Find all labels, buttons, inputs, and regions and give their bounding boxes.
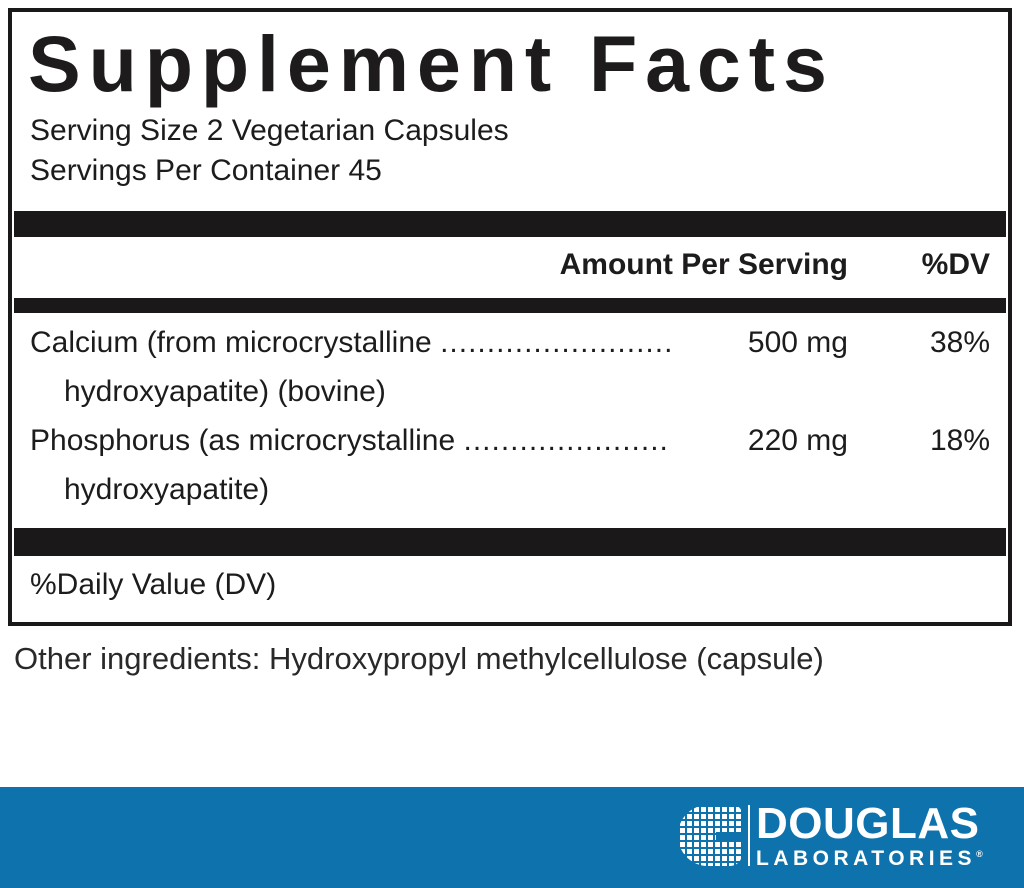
nutrient-name-continuation: hydroxyapatite) bbox=[64, 473, 270, 506]
nutrient-name: Phosphorus (as microcrystalline ........… bbox=[30, 424, 669, 457]
table-header-row: Amount Per Serving %DV bbox=[12, 248, 1008, 282]
table-row: Calcium (from microcrystalline .........… bbox=[12, 326, 1008, 360]
divider-bar-under-header bbox=[14, 298, 1006, 313]
nutrient-name: Calcium (from microcrystalline .........… bbox=[30, 326, 674, 359]
divider-bar-thick-bottom bbox=[14, 528, 1006, 556]
daily-value-footnote: %Daily Value (DV) bbox=[30, 568, 277, 601]
divider-bar-thick-top bbox=[14, 211, 1006, 237]
dot-leader: ...................... bbox=[463, 424, 669, 457]
logo-separator-line bbox=[748, 805, 750, 866]
serving-size-text: Serving Size 2 Vegetarian Capsules bbox=[30, 114, 509, 147]
douglas-laboratories-logo: DOUGLAS LABORATORIES® bbox=[678, 799, 983, 870]
nutrient-name-continuation: hydroxyapatite) (bovine) bbox=[64, 375, 386, 408]
brand-name-text: DOUGLAS bbox=[756, 799, 980, 848]
nutrient-dv: 18% bbox=[929, 424, 990, 457]
dot-leader: ......................... bbox=[440, 326, 674, 359]
nutrient-dv: 38% bbox=[929, 326, 990, 359]
supplement-facts-panel: Supplement Facts Serving Size 2 Vegetari… bbox=[8, 8, 1012, 626]
column-header-dv: %DV bbox=[921, 248, 990, 281]
registered-trademark-icon: ® bbox=[976, 849, 983, 859]
brand-sub-text: LABORATORIES® bbox=[756, 847, 983, 870]
douglas-g-grid-icon bbox=[678, 805, 742, 866]
table-row: Phosphorus (as microcrystalline ........… bbox=[12, 424, 1008, 458]
nutrient-amount: 220 mg bbox=[747, 424, 848, 457]
other-ingredients-text: Other ingredients: Hydroxypropyl methylc… bbox=[14, 641, 824, 676]
page-title: Supplement Facts bbox=[28, 19, 835, 108]
nutrient-amount: 500 mg bbox=[747, 326, 848, 359]
column-header-amount: Amount Per Serving bbox=[559, 248, 848, 281]
servings-per-container-text: Servings Per Container 45 bbox=[30, 154, 382, 187]
brand-band: DOUGLAS LABORATORIES® bbox=[0, 787, 1024, 888]
